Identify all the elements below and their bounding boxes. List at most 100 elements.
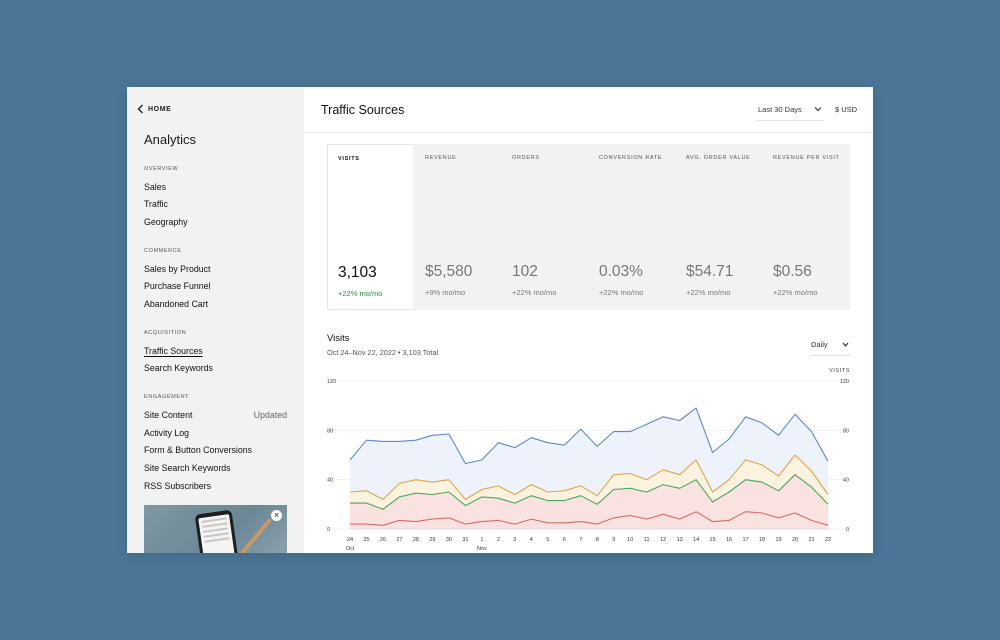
x-tick-label: 4 [530, 537, 533, 543]
sidebar-item-site-search-keywords[interactable]: Site Search Keywords [144, 463, 231, 473]
sidebar-item-geography[interactable]: Geography [144, 217, 188, 227]
x-tick-label: 2 [497, 537, 500, 543]
y-tick-left: 80 [327, 428, 333, 434]
metric-value: 102 [512, 263, 538, 280]
y-tick-left: 0 [327, 527, 330, 533]
main-panel: Traffic Sources Last 30 Days $ USD VISIT… [304, 87, 873, 553]
x-month-label: Oct [346, 546, 355, 552]
series-line [349, 454, 829, 500]
y-tick-right: 80 [843, 428, 849, 434]
app-window: HOME Analytics OVERVIEW Sales Traffic Ge… [127, 87, 873, 553]
y-tick-right: 0 [846, 527, 849, 533]
metric-label: REVENUE [425, 155, 457, 161]
metric-revenue-per-visit[interactable]: REVENUE PER VISIT $0.56 +22% mo/mo [763, 144, 850, 310]
sidebar-item-activity-log[interactable]: Activity Log [144, 428, 189, 438]
sidebar-item-sales[interactable]: Sales [144, 182, 167, 192]
x-tick-label: 24 [347, 537, 353, 543]
x-tick-label: 5 [546, 537, 549, 543]
metric-label: REVENUE PER VISIT [773, 155, 840, 161]
interval-select[interactable]: Daily [810, 338, 851, 356]
y-axis-title: VISITS [829, 368, 850, 374]
app-title: Analytics [144, 132, 197, 147]
chevron-down-icon [842, 342, 849, 347]
metrics-row: VISITS 3,103 +22% mo/mo REVENUE $5,580 +… [327, 144, 850, 310]
x-tick-label: 21 [808, 537, 814, 543]
sidebar: HOME Analytics OVERVIEW Sales Traffic Ge… [127, 87, 304, 553]
metric-change: +9% mo/mo [425, 288, 466, 297]
x-tick-label: 10 [627, 537, 633, 543]
y-tick-left: 40 [327, 478, 333, 484]
x-tick-label: 7 [579, 537, 582, 543]
sidebar-item-site-content[interactable]: Site Content [144, 410, 193, 420]
x-tick-label: 17 [743, 537, 749, 543]
chart-title: Visits [327, 333, 350, 344]
section-label-overview: OVERVIEW [144, 166, 179, 172]
x-tick-label: 28 [413, 537, 419, 543]
x-tick-label: 31 [462, 537, 468, 543]
home-label: HOME [148, 105, 172, 113]
sidebar-item-purchase-funnel[interactable]: Purchase Funnel [144, 281, 211, 291]
metric-value: $0.56 [773, 263, 812, 280]
x-tick-label: 15 [710, 537, 716, 543]
close-icon[interactable]: × [271, 510, 282, 521]
metric-value: 3,103 [338, 264, 377, 281]
page-title: Traffic Sources [321, 103, 405, 117]
series-area [350, 408, 828, 500]
metric-visits[interactable]: VISITS 3,103 +22% mo/mo [327, 144, 413, 310]
sidebar-item-traffic-sources[interactable]: Traffic Sources [144, 346, 203, 356]
y-tick-right: 40 [843, 478, 849, 484]
metric-label: CONVERSION RATE [599, 155, 663, 161]
metric-label: AVG. ORDER VALUE [686, 155, 751, 161]
chart-subtitle: Oct 24–Nov 22, 2022 • 3,103 Total [327, 348, 439, 357]
section-label-engagement: ENGAGEMENT [144, 394, 190, 400]
metric-revenue[interactable]: REVENUE $5,580 +9% mo/mo [415, 144, 501, 310]
metric-orders[interactable]: ORDERS 102 +22% mo/mo [502, 144, 588, 310]
sidebar-item-form-button-conversions[interactable]: Form & Button Conversions [144, 445, 253, 455]
sidebar-item-search-keywords[interactable]: Search Keywords [144, 363, 213, 373]
pen-image [235, 517, 273, 553]
x-tick-label: 18 [759, 537, 765, 543]
metric-value: $54.71 [686, 263, 734, 280]
metric-avg-order-value[interactable]: AVG. ORDER VALUE $54.71 +22% mo/mo [676, 144, 762, 310]
x-tick-label: 8 [596, 537, 599, 543]
chevron-left-icon [137, 104, 143, 114]
metric-conversion-rate[interactable]: CONVERSION RATE 0.03% +22% mo/mo [589, 144, 675, 310]
x-tick-label: 14 [693, 537, 699, 543]
currency-select[interactable]: $ USD [835, 105, 858, 114]
x-tick-label: 9 [612, 537, 615, 543]
x-tick-label: 12 [660, 537, 666, 543]
series-line [350, 474, 829, 510]
promo-card[interactable]: × [144, 505, 287, 553]
chevron-down-icon [814, 107, 822, 112]
sidebar-item-abandoned-cart[interactable]: Abandoned Cart [144, 299, 209, 309]
home-link[interactable]: HOME [137, 104, 171, 114]
metric-change: +22% mo/mo [773, 288, 818, 297]
section-label-acquisition: ACQUISITION [144, 330, 187, 336]
metric-change: +22% mo/mo [599, 288, 644, 297]
sidebar-item-sales-by-product[interactable]: Sales by Product [144, 264, 211, 274]
x-tick-label: 20 [792, 537, 798, 543]
x-month-label: Nov [477, 546, 487, 552]
x-tick-label: 6 [563, 537, 566, 543]
interval-label: Daily [811, 340, 828, 349]
metric-label: ORDERS [512, 155, 540, 161]
series-area [350, 511, 828, 529]
y-tick-right: 120 [840, 379, 849, 385]
metric-label: VISITS [338, 156, 360, 162]
x-tick-label: 11 [644, 537, 650, 543]
date-range-label: Last 30 Days [758, 105, 802, 114]
x-tick-label: 13 [677, 537, 683, 543]
section-label-commerce: COMMERCE [144, 248, 182, 254]
x-tick-label: 1 [480, 537, 483, 543]
metric-value: 0.03% [599, 263, 643, 280]
x-tick-label: 26 [380, 537, 386, 543]
date-range-select[interactable]: Last 30 Days [756, 103, 824, 121]
x-tick-label: 29 [429, 537, 435, 543]
x-tick-label: 19 [775, 537, 781, 543]
sidebar-item-traffic[interactable]: Traffic [144, 199, 168, 209]
sidebar-item-rss-subscribers[interactable]: RSS Subscribers [144, 481, 211, 491]
metric-change: +22% mo/mo [512, 288, 557, 297]
y-tick-left: 120 [327, 379, 336, 385]
metric-value: $5,580 [425, 263, 473, 280]
series-line [349, 407, 829, 465]
